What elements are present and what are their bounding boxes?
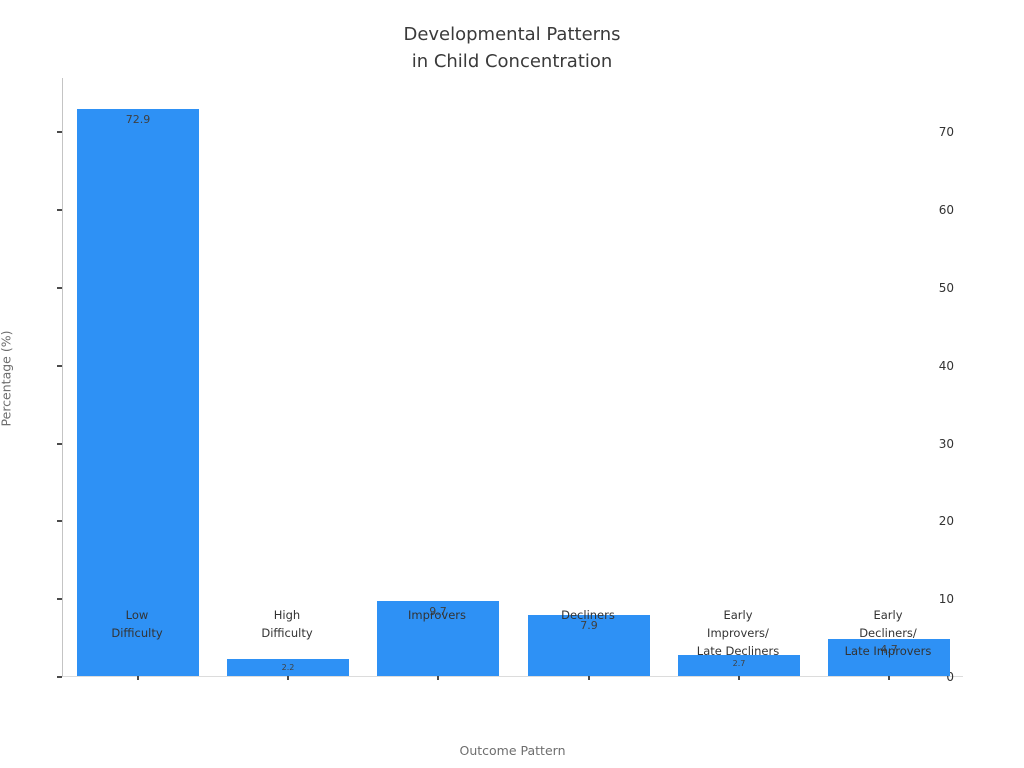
y-tick-mark (57, 209, 62, 212)
y-axis-title: Percentage (%) (0, 330, 14, 427)
y-tick-label: 0 (946, 670, 954, 684)
y-tick-label: 70 (938, 125, 954, 140)
bar-value-label: 7.9 (580, 619, 598, 632)
x-tick-label: Decliners (561, 608, 615, 622)
x-tick-mark (588, 676, 590, 680)
bar (77, 109, 199, 676)
bar (828, 639, 950, 676)
bar-value-label: 2.2 (281, 663, 295, 672)
bar (528, 615, 650, 676)
bar (678, 655, 800, 676)
y-tick-label: 50 (938, 281, 954, 296)
x-tick-mark (287, 676, 289, 680)
y-tick-label: 30 (938, 436, 954, 451)
bar-value-label: 2.7 (732, 659, 746, 668)
y-tick-mark (57, 131, 62, 134)
y-tick-mark (57, 442, 62, 445)
y-tick-label: 40 (938, 358, 954, 373)
x-tick-mark (437, 676, 439, 680)
plot-area: 0 10 20 30 40 50 60 70 72.9 2.2 9.7 7.9 2.7 4.7 (57, 78, 963, 683)
chart-title: Developmental Patterns in Child Concentr… (403, 24, 621, 72)
x-tick-label: Early Decliners/ Late Improvers (844, 608, 932, 658)
x-tick-label: Early Improvers/ Late Decliners (696, 608, 780, 658)
x-tick-mark (137, 676, 139, 680)
x-tick-label: Low Difficulty (111, 608, 163, 640)
y-tick-label: 60 (938, 203, 954, 218)
x-tick-mark (738, 676, 740, 680)
bar (377, 601, 499, 676)
x-axis-title: Outcome Pattern (459, 743, 566, 758)
bar (227, 659, 349, 676)
y-tick-label: 10 (938, 592, 954, 607)
y-tick-mark (57, 598, 62, 601)
y-tick-mark (57, 676, 62, 678)
bar-value-label: 9.7 (429, 605, 447, 618)
x-tick-mark (888, 676, 890, 680)
bar-value-label: 4.7 (880, 643, 898, 656)
y-tick-label: 20 (938, 514, 954, 529)
x-tick-label: High Difficulty (261, 608, 313, 640)
y-tick-mark (57, 520, 62, 523)
y-tick-mark (57, 287, 62, 290)
y-tick-mark (57, 364, 62, 367)
x-tick-label: Improvers (407, 608, 466, 622)
bar-value-label: 72.9 (125, 113, 151, 126)
